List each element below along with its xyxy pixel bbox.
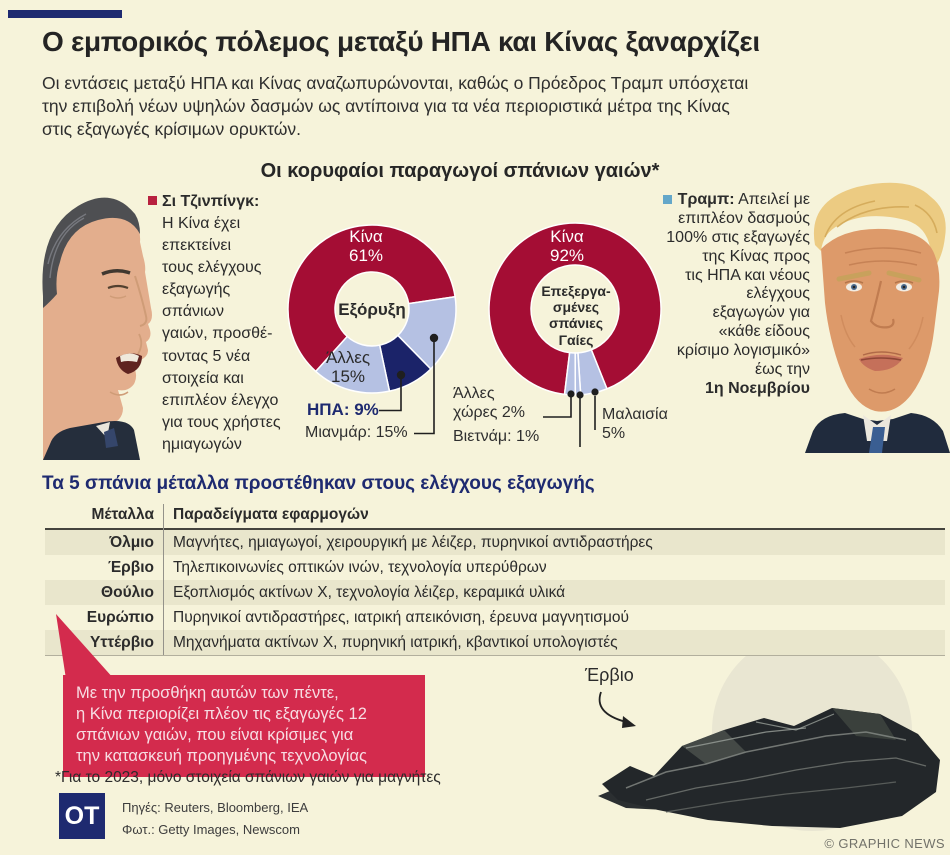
donut-slice bbox=[577, 348, 608, 396]
header-rule bbox=[45, 528, 945, 530]
metals-table: Μέταλλα Παραδείγματα εφαρμογών Όλμιο Μαγ… bbox=[45, 502, 945, 656]
donut-slice bbox=[378, 334, 432, 393]
table-bottom-rule bbox=[45, 655, 945, 656]
erbium-label: Έρβιο bbox=[585, 665, 634, 685]
table-row: Θούλιο Εξοπλισμός ακτίνων Χ, τεχνολογία … bbox=[45, 580, 945, 605]
callout-label-usa: ΗΠΑ: 9% bbox=[307, 400, 379, 419]
xi-text: Η Κίνα έχει επεκτείνει τους ελέγχους εξα… bbox=[162, 215, 281, 453]
red-square-bullet-icon bbox=[148, 196, 157, 205]
column-header-metals: Μέταλλα bbox=[91, 506, 155, 523]
xi-name: Σι Τζινπίνγκ: bbox=[162, 193, 260, 210]
slice-label-other-15: Άλλες 15% bbox=[325, 348, 371, 387]
credits: Πηγές: Reuters, Bloomberg, IEA Φωτ.: Get… bbox=[122, 797, 308, 841]
metal-uses: Εξοπλισμός ακτίνων Χ, τεχνολογία λέιζερ,… bbox=[173, 583, 566, 601]
donut-slice bbox=[563, 351, 577, 396]
erbium-rock-photo bbox=[598, 708, 940, 828]
metal-uses: Τηλεπικοινωνίες οπτικών ινών, τεχνολογία… bbox=[173, 558, 547, 576]
table-row: Όλμιο Μαγνήτες, ημιαγωγοί, χειρουργική μ… bbox=[45, 530, 945, 555]
table-row: Έρβιο Τηλεπικοινωνίες οπτικών ινών, τεχν… bbox=[45, 555, 945, 580]
donut-mining-center-label: Εξόρυξη bbox=[338, 300, 406, 319]
blue-square-bullet-icon bbox=[662, 195, 672, 204]
xi-jinping-photo bbox=[42, 197, 152, 460]
footnote: *Για το 2023, μόνο στοιχεία σπάνιων γαιώ… bbox=[55, 769, 441, 786]
metal-name: Όλμιο bbox=[109, 533, 154, 551]
trump-note: Τραμπ: Απειλεί με επιπλέον δασμούς 100% … bbox=[640, 191, 810, 399]
chart-section-title: Οι κορυφαίοι παραγωγοί σπάνιων γαιών* bbox=[260, 160, 660, 182]
table-row: Ευρώπιο Πυρηνικοί αντιδραστήρες, ιατρική… bbox=[45, 605, 945, 630]
leader-dot bbox=[591, 388, 599, 396]
metal-name: Έρβιο bbox=[107, 558, 154, 576]
donut-processed-center-label: Επεξεργα- σμένες σπάνιες Γαίες bbox=[541, 283, 611, 348]
trump-text: Απειλεί με επιπλέον δασμούς 100% στις εξ… bbox=[666, 191, 810, 378]
trump-deadline: 1η Νοεμβρίου bbox=[704, 379, 810, 397]
accent-bar bbox=[8, 10, 122, 18]
callout-box: Με την προσθήκη αυτών των πέντε, η Κίνα … bbox=[63, 675, 425, 778]
page-title: Ο εμπορικός πόλεμος μεταξύ ΗΠΑ και Κίνας… bbox=[42, 26, 760, 57]
metal-name: Υττέρβιο bbox=[90, 633, 154, 651]
ot-logo: OT bbox=[59, 793, 105, 839]
table-title: Τα 5 σπάνια μέταλλα προστέθηκαν στους ελ… bbox=[42, 473, 595, 494]
callout-label-malaysia: Μαλαισία 5% bbox=[602, 406, 668, 442]
xi-note: Σι Τζινπίνγκ: Η Κίνα έχει επεκτείνει του… bbox=[148, 191, 300, 456]
metal-uses: Πυρηνικοί αντιδραστήρες, ιατρική απεικόν… bbox=[173, 608, 629, 626]
column-header-uses: Παραδείγματα εφαρμογών bbox=[173, 506, 369, 523]
slice-label-china-92: Κίνα 92% bbox=[549, 227, 585, 266]
slice-label-china-61: Κίνα 61% bbox=[348, 227, 384, 266]
callout-label-myanmar: Μιανμάρ: 15% bbox=[305, 424, 408, 441]
column-divider bbox=[163, 504, 164, 655]
leader-line bbox=[379, 378, 402, 412]
leader-dot bbox=[396, 370, 406, 380]
leader-line bbox=[414, 342, 435, 435]
callout-label-vietnam: Βιετνάμ: 1% bbox=[453, 428, 540, 445]
metal-name: Θούλιο bbox=[101, 583, 154, 601]
sources-credit: Πηγές: Reuters, Bloomberg, IEA bbox=[122, 800, 309, 815]
leader-dot bbox=[576, 391, 584, 399]
leader-dot bbox=[429, 333, 439, 343]
metal-name: Ευρώπιο bbox=[86, 608, 154, 626]
donut-slice bbox=[574, 352, 582, 396]
callout-label-other-countries: Άλλες χώρες 2% bbox=[453, 385, 525, 421]
copyright: © GRAPHIC NEWS bbox=[824, 836, 945, 851]
metal-uses: Μηχανήματα ακτίνων Χ, πυρηνική ιατρική, … bbox=[173, 633, 618, 651]
photo-credit: Φωτ.: Getty Images, Newscom bbox=[122, 822, 300, 838]
metal-uses: Μαγνήτες, ημιαγωγοί, χειρουργική με λέιζ… bbox=[173, 533, 653, 551]
intro-text: Οι εντάσεις μεταξύ ΗΠΑ και Κίνας αναζωπυ… bbox=[42, 73, 749, 139]
table-header: Μέταλλα Παραδείγματα εφαρμογών bbox=[45, 502, 945, 528]
leader-dot bbox=[567, 390, 575, 398]
trump-name: Τραμπ: bbox=[677, 191, 735, 208]
trump-photo bbox=[805, 182, 950, 453]
table-row: Υττέρβιο Μηχανήματα ακτίνων Χ, πυρηνική … bbox=[45, 630, 945, 655]
